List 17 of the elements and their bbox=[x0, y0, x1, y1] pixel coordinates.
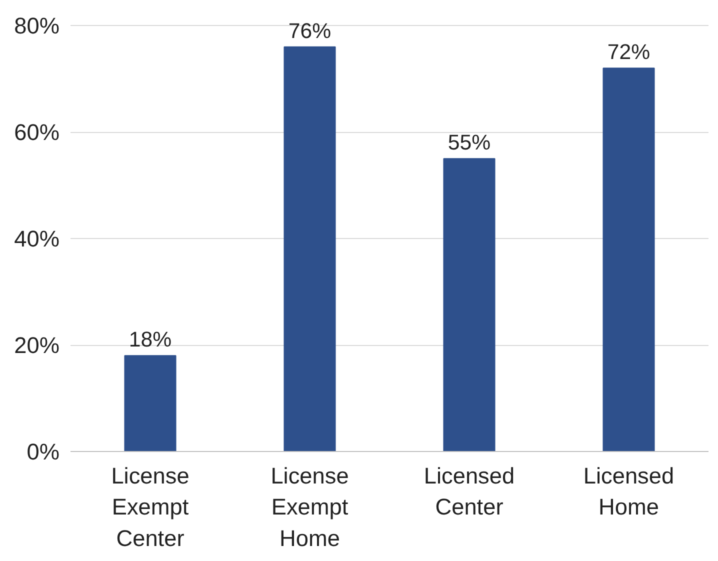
y-tick-label: 20% bbox=[14, 332, 60, 358]
bar bbox=[124, 355, 176, 452]
data-label: 18% bbox=[128, 328, 172, 352]
bar bbox=[443, 158, 496, 452]
bar bbox=[284, 46, 336, 452]
x-tick-label: License Exempt Home bbox=[270, 462, 349, 551]
data-label: 76% bbox=[288, 18, 332, 43]
x-tick-label: Licensed Home bbox=[583, 462, 674, 520]
bar bbox=[602, 68, 655, 452]
x-tick-label: Licensed Center bbox=[424, 462, 515, 520]
x-tick-label: License Exempt Center bbox=[111, 462, 190, 551]
data-label: 55% bbox=[448, 130, 491, 155]
y-tick-label: 80% bbox=[14, 12, 60, 39]
y-tick-label: 0% bbox=[26, 438, 60, 464]
y-tick-label: 40% bbox=[14, 226, 60, 252]
y-tick-label: 60% bbox=[14, 119, 60, 146]
data-label: 72% bbox=[607, 40, 650, 64]
